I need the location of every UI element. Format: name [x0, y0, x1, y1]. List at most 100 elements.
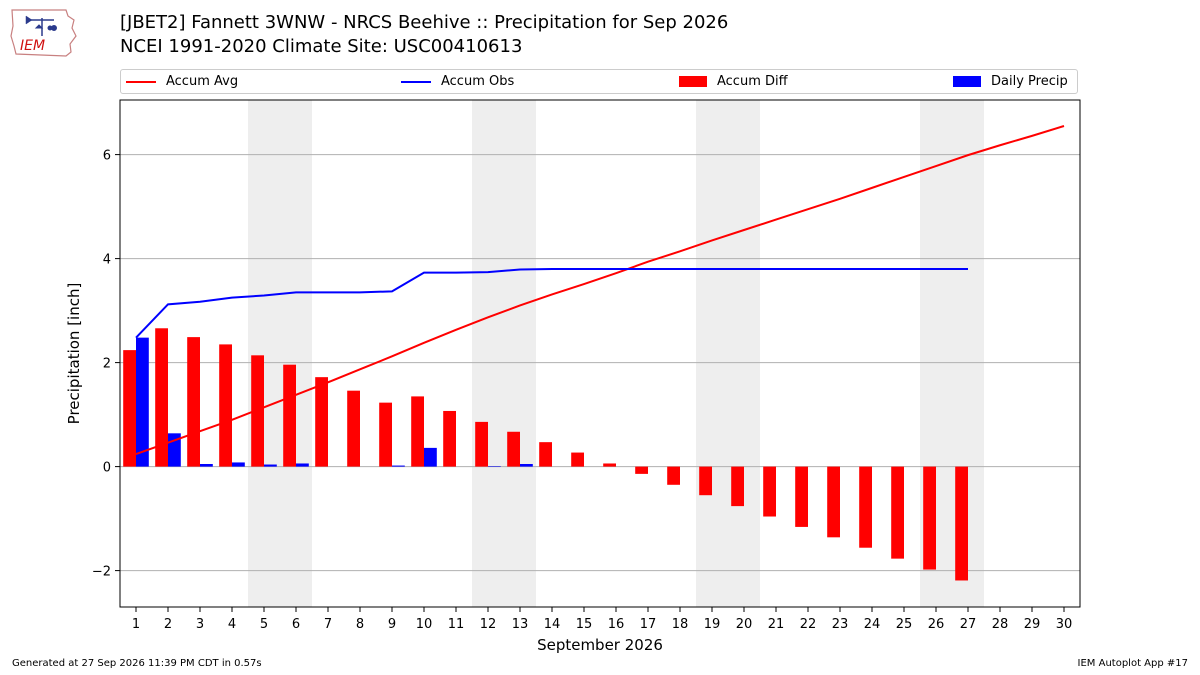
x-tick-label: 28 — [992, 617, 1009, 632]
accum-diff-bar — [955, 466, 968, 581]
x-tick-label: 3 — [196, 617, 204, 632]
accum-diff-bar — [475, 421, 488, 467]
daily-precip-bar — [232, 462, 245, 467]
accum-diff-bar — [891, 466, 904, 559]
plot-frame — [119, 99, 1081, 608]
legend-swatch-daily-precip — [953, 76, 981, 87]
x-tick-label: 10 — [416, 617, 433, 632]
daily-precip-bar — [200, 464, 213, 467]
x-tick-label: 29 — [1024, 617, 1041, 632]
x-tick-label: 7 — [324, 617, 332, 632]
legend-item-daily-precip: Daily Precip — [953, 70, 1068, 93]
accum-diff-bar — [219, 344, 232, 467]
weekend-band — [248, 100, 312, 607]
x-tick-label: 24 — [864, 617, 881, 632]
legend-label: Daily Precip — [991, 74, 1068, 89]
x-tick-label: 25 — [896, 617, 913, 632]
accum-diff-bar — [507, 431, 520, 467]
chart-subtitle: NCEI 1991-2020 Climate Site: USC00410613 — [120, 36, 523, 57]
app-credit: IEM Autoplot App #17 — [1077, 658, 1188, 669]
x-tick-label: 27 — [960, 617, 977, 632]
legend-swatch-accum-diff — [679, 76, 707, 87]
legend-label: Accum Obs — [441, 74, 515, 89]
x-tick-label: 12 — [480, 617, 497, 632]
weekend-shading — [248, 100, 984, 607]
accum-diff-bar — [443, 410, 456, 467]
accum-avg-line — [135, 125, 1065, 456]
x-tick-label: 16 — [608, 617, 625, 632]
legend-item-accum-diff: Accum Diff — [679, 70, 788, 93]
accum-diff-bar — [763, 466, 776, 517]
x-tick-label: 19 — [704, 617, 721, 632]
x-tick-label: 23 — [832, 617, 849, 632]
x-tick-label: 1 — [132, 617, 140, 632]
legend-label: Accum Diff — [717, 74, 788, 89]
x-tick-label: 26 — [928, 617, 945, 632]
x-tick-label: 11 — [448, 617, 465, 632]
daily-precip-bar — [296, 463, 309, 467]
legend-label: Accum Avg — [166, 74, 239, 89]
weekend-band — [696, 100, 760, 607]
x-tick-label: 14 — [544, 617, 561, 632]
y-tick-label: 2 — [103, 357, 111, 372]
legend-item-accum-obs: Accum Obs — [401, 70, 514, 93]
x-tick-label: 21 — [768, 617, 785, 632]
generated-timestamp: Generated at 27 Sep 2026 11:39 PM CDT in… — [12, 658, 262, 669]
legend-swatch-accum-avg — [126, 80, 156, 83]
accum-diff-bar — [795, 466, 808, 527]
accum-diff-bar — [731, 466, 744, 507]
x-tick-label: 13 — [512, 617, 529, 632]
legend-swatch-accum-obs — [401, 80, 431, 83]
accum-diff-bar — [411, 396, 424, 467]
accum-diff-bar — [667, 466, 680, 485]
accum-diff-bar — [859, 466, 872, 548]
x-tick-label: 6 — [292, 617, 300, 632]
accum-diff-bar — [603, 463, 616, 467]
daily-precip-bar — [136, 337, 149, 467]
daily-precip-bar — [392, 465, 405, 467]
accum-diff-bar — [251, 355, 264, 467]
accum-diff-bar — [923, 466, 936, 570]
x-tick-label: 22 — [800, 617, 817, 632]
daily-precip-bar — [520, 464, 533, 467]
x-tick-label: 4 — [228, 617, 236, 632]
accum-diff-bar — [347, 390, 360, 467]
x-tick-label: 9 — [388, 617, 396, 632]
accum-diff-bar — [123, 350, 136, 467]
x-axis-label: September 2026 — [537, 636, 663, 654]
daily-precip-bar — [424, 447, 437, 467]
weekend-band — [472, 100, 536, 607]
legend-item-accum-avg: Accum Avg — [126, 70, 238, 93]
accum-diff-bar — [315, 377, 328, 467]
gridlines — [120, 154, 1080, 572]
iem-logo: IEM — [10, 9, 77, 57]
y-axis-label: Precipitation [inch] — [65, 283, 83, 425]
legend: Accum Avg Accum Obs Accum Diff Daily Pre… — [120, 69, 1078, 94]
x-tick-label: 18 — [672, 617, 689, 632]
daily-precip-bar — [488, 466, 501, 467]
chart-title: [JBET2] Fannett 3WNW - NRCS Beehive :: P… — [120, 12, 729, 33]
accum-diff-bar — [539, 442, 552, 467]
logo-text: IEM — [20, 38, 45, 54]
y-tick-label: 4 — [103, 253, 111, 268]
weather-station-icon — [25, 15, 57, 36]
accum-diff-bar — [155, 328, 168, 467]
accum-diff-bar — [187, 337, 200, 467]
x-tick-label: 8 — [356, 617, 364, 632]
x-tick-label: 5 — [260, 617, 268, 632]
accum-diff-bar — [635, 466, 648, 474]
accum-diff-bar — [283, 364, 296, 467]
accum-diff-bar — [571, 452, 584, 467]
daily-precip-bar — [264, 464, 277, 467]
y-tick-label: −2 — [92, 565, 111, 580]
accum-obs-line — [135, 268, 968, 339]
series-lines — [135, 125, 1065, 456]
bars — [123, 328, 968, 581]
x-tick-label: 20 — [736, 617, 753, 632]
y-tick-label: 6 — [103, 149, 111, 164]
accum-diff-bar — [827, 466, 840, 538]
y-tick-label: 0 — [103, 461, 111, 476]
accum-diff-bar — [699, 466, 712, 496]
